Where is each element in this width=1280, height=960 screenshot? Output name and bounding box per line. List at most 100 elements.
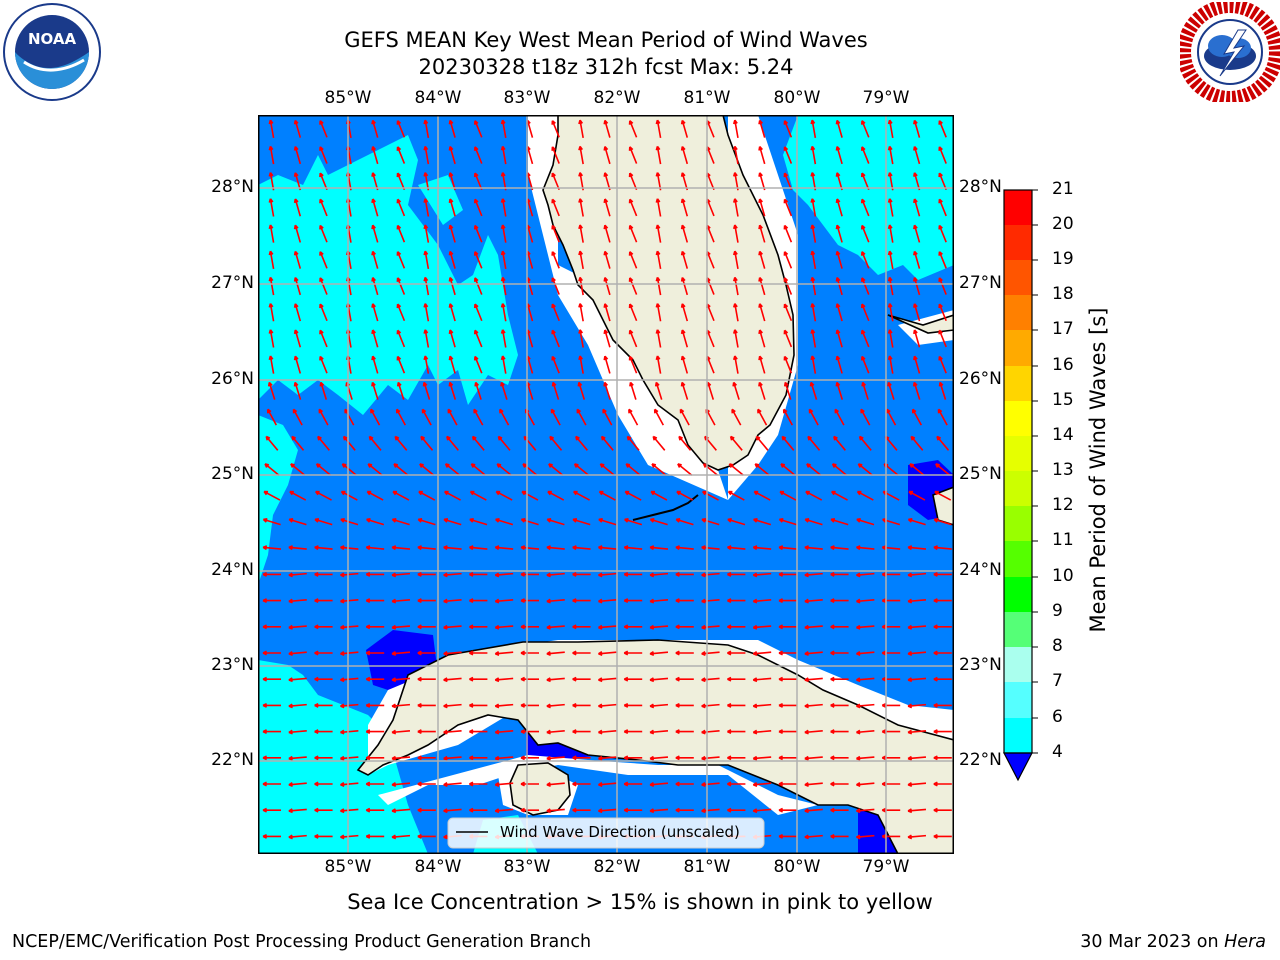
wave-direction-arrow <box>391 598 411 604</box>
wind-wave-arrows <box>262 119 952 840</box>
wave-direction-arrow <box>623 676 643 682</box>
wave-direction-arrow <box>314 517 333 526</box>
wave-direction-arrow <box>727 624 746 630</box>
wave-direction-arrow <box>546 808 565 814</box>
wave-direction-arrow <box>578 355 584 374</box>
wave-direction-arrow <box>907 782 927 787</box>
wave-direction-arrow <box>314 755 333 761</box>
wave-direction-arrow <box>443 729 462 735</box>
wave-direction-arrow <box>783 277 793 295</box>
wave-direction-arrow <box>886 408 897 426</box>
wave-direction-arrow <box>701 782 720 787</box>
wave-direction-arrow <box>417 781 436 787</box>
wave-direction-arrow <box>314 781 333 787</box>
wave-direction-arrow <box>319 198 328 217</box>
wave-direction-arrow <box>810 355 817 374</box>
wave-direction-arrow <box>810 224 817 243</box>
wave-direction-arrow <box>447 408 458 426</box>
wave-direction-arrow <box>678 435 692 451</box>
wave-direction-arrow <box>887 224 894 243</box>
wave-direction-arrow <box>391 729 411 735</box>
colorbar-tick-label: 20 <box>1052 214 1074 234</box>
wave-direction-arrow <box>473 277 483 295</box>
wave-direction-arrow <box>423 355 430 374</box>
wave-direction-arrow <box>629 381 637 400</box>
wave-direction-arrow <box>548 463 564 476</box>
wave-direction-arrow <box>810 276 817 296</box>
wave-direction-arrow <box>603 224 611 243</box>
wave-direction-arrow <box>732 329 739 348</box>
wave-direction-arrow <box>319 381 328 400</box>
wave-direction-arrow <box>473 224 483 243</box>
lon-label-bottom: 82°W <box>593 857 641 877</box>
colorbar-tick-label: 11 <box>1052 530 1074 550</box>
wave-direction-arrow <box>804 545 823 551</box>
wave-direction-arrow <box>288 598 307 604</box>
nws-logo <box>1180 2 1280 102</box>
wave-direction-arrow <box>830 545 849 551</box>
wave-direction-arrow <box>752 624 772 630</box>
wave-direction-arrow <box>365 729 385 735</box>
wave-direction-arrow <box>675 781 694 787</box>
wave-direction-arrow <box>778 807 797 813</box>
wave-direction-arrow <box>881 624 901 630</box>
wave-direction-arrow <box>443 677 462 683</box>
wave-direction-arrow <box>913 198 921 217</box>
wave-direction-arrow <box>758 329 766 348</box>
wave-direction-arrow <box>913 355 921 374</box>
wave-direction-arrow <box>423 145 430 165</box>
wave-direction-arrow <box>655 224 662 243</box>
wave-direction-arrow <box>778 650 797 656</box>
wave-direction-arrow <box>907 729 927 735</box>
wave-direction-arrow <box>289 490 307 501</box>
wave-direction-arrow <box>628 120 638 138</box>
lat-label-left: 26°N <box>211 369 254 389</box>
wave-direction-arrow <box>887 381 895 400</box>
wave-direction-arrow <box>551 381 560 400</box>
wave-direction-arrow <box>469 490 487 501</box>
wave-direction-arrow <box>783 381 792 400</box>
wave-direction-arrow <box>856 572 875 578</box>
wave-direction-arrow <box>628 224 638 243</box>
wave-direction-arrow <box>758 198 766 217</box>
wave-direction-arrow <box>755 435 769 451</box>
plot-subtitle: 20230328 t18z 312h fcst Max: 5.24 <box>418 55 794 79</box>
wave-direction-arrow <box>262 517 281 526</box>
wave-direction-arrow <box>732 381 740 400</box>
wave-direction-arrow <box>752 782 772 787</box>
wave-direction-arrow <box>578 276 584 296</box>
wave-direction-arrow <box>675 807 694 813</box>
wave-direction-arrow <box>623 755 643 761</box>
wave-direction-arrow <box>649 677 669 683</box>
wave-direction-arrow <box>938 146 947 164</box>
wave-direction-arrow <box>830 598 849 604</box>
wave-direction-arrow <box>881 807 901 813</box>
wave-direction-arrow <box>572 729 591 735</box>
wave-direction-arrow <box>650 490 668 501</box>
wave-direction-arrow <box>702 490 719 501</box>
wave-direction-arrow <box>292 408 303 426</box>
wave-direction-arrow <box>778 755 797 761</box>
wave-direction-arrow <box>881 781 901 787</box>
wave-direction-arrow <box>496 463 512 476</box>
wave-direction-arrow <box>778 729 797 735</box>
wave-direction-arrow <box>423 329 430 348</box>
wave-direction-arrow <box>314 833 333 839</box>
wave-direction-arrow <box>396 381 405 400</box>
wave-direction-arrow <box>573 490 590 501</box>
wave-direction-arrow <box>340 782 359 787</box>
wave-direction-arrow <box>831 463 848 476</box>
wave-direction-arrow <box>754 463 770 476</box>
wave-direction-arrow <box>937 408 948 426</box>
wave-direction-arrow <box>881 598 901 604</box>
wave-direction-arrow <box>938 381 947 400</box>
wave-direction-arrow <box>655 145 662 165</box>
lat-label-left: 28°N <box>211 177 254 197</box>
wave-direction-arrow <box>938 198 947 217</box>
wave-direction-arrow <box>340 490 358 501</box>
wave-direction-arrow <box>371 198 379 217</box>
lat-label-left: 24°N <box>211 560 254 580</box>
wave-direction-arrow <box>833 435 846 451</box>
footer-branch: NCEP/EMC/Verification Post Processing Pr… <box>12 932 592 952</box>
wave-direction-arrow <box>860 408 871 426</box>
